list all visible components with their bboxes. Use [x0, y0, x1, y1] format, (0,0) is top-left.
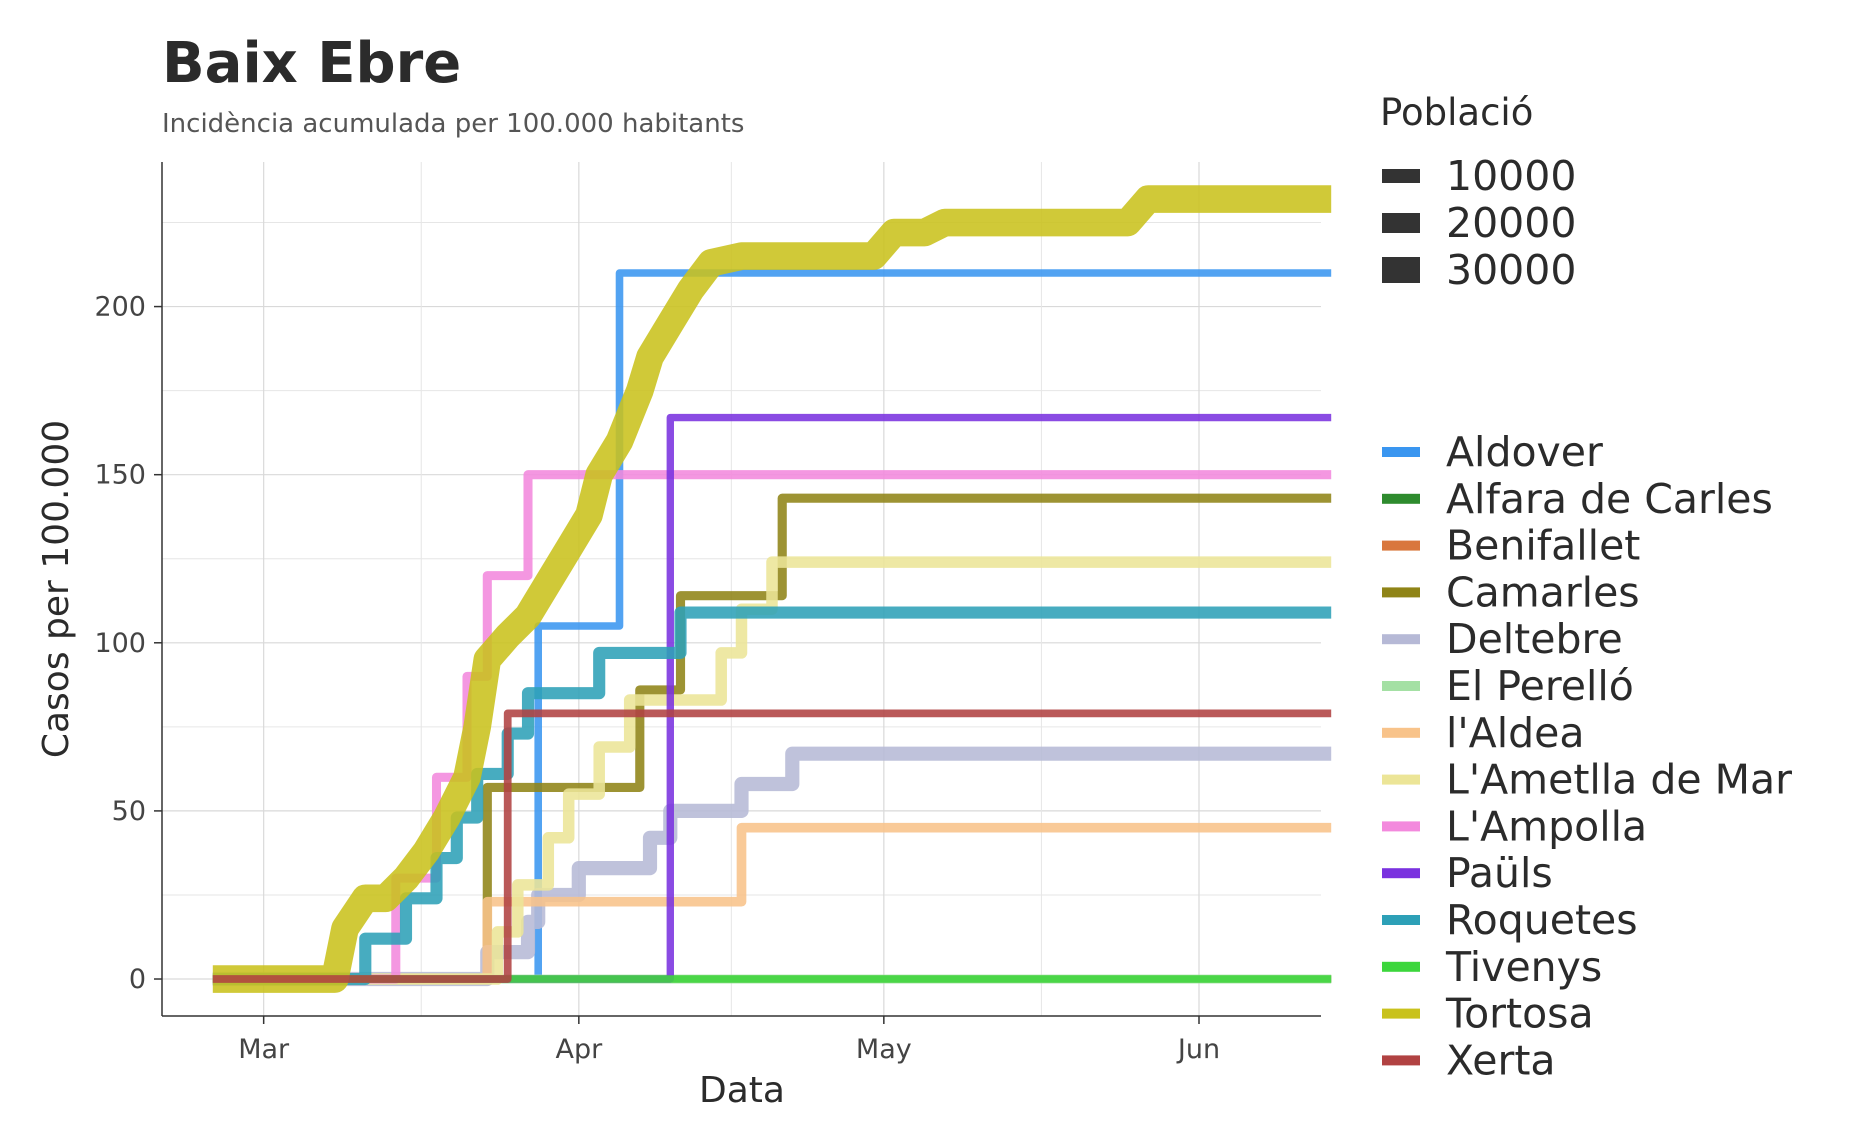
- legend-label: l'Aldea: [1446, 709, 1584, 757]
- series-lines: [212, 185, 1332, 993]
- series-line: [212, 556, 1332, 985]
- size-legend-label: 10000: [1446, 152, 1576, 200]
- size-legend-label: 20000: [1446, 199, 1576, 247]
- legend-swatch: [1382, 447, 1420, 457]
- legend-label: Camarles: [1446, 568, 1640, 616]
- legend-label: Benifallet: [1446, 522, 1640, 570]
- chart-subtitle: Incidència acumulada per 100.000 habitan…: [162, 109, 744, 139]
- series-line: [212, 185, 1332, 993]
- series-line: [212, 606, 1332, 986]
- x-tick-label: Jun: [1176, 1034, 1220, 1065]
- legend-swatch: [1382, 821, 1420, 832]
- size-legend-key: [1382, 257, 1420, 283]
- legend-swatch: [1382, 681, 1420, 691]
- series-line: [212, 269, 1332, 983]
- x-ticks: Mar Apr May Jun: [238, 1016, 1220, 1065]
- legend-label: Paüls: [1446, 849, 1553, 897]
- legend-swatch: [1382, 587, 1420, 598]
- y-tick-label: 0: [129, 964, 146, 995]
- x-axis-title: Data: [699, 1070, 785, 1111]
- y-tick-label: 100: [94, 628, 146, 659]
- y-ticks: 0 50 100 150 200: [94, 292, 162, 995]
- legend-label: Aldover: [1446, 428, 1603, 476]
- x-tick-label: Mar: [238, 1034, 290, 1065]
- y-tick-label: 50: [112, 796, 146, 827]
- y-tick-label: 200: [94, 292, 146, 323]
- size-legend-title: Població: [1380, 91, 1533, 134]
- legend-swatch: [1382, 868, 1420, 879]
- legend-swatch: [1382, 1055, 1420, 1066]
- legend-label: Roquetes: [1446, 896, 1638, 944]
- legend-label: Tivenys: [1445, 943, 1602, 991]
- legend-swatch: [1382, 540, 1420, 551]
- legend-swatch: [1382, 727, 1420, 738]
- series-line: [212, 746, 1332, 987]
- legend-label: L'Ampolla: [1446, 802, 1647, 850]
- legend-label: El Perelló: [1446, 662, 1634, 710]
- legend-swatch: [1382, 961, 1420, 972]
- series-line: [212, 493, 1332, 984]
- legend-swatch: [1382, 774, 1420, 785]
- y-axis-title: Casos per 100.000: [36, 420, 77, 758]
- legend-label: Tortosa: [1445, 990, 1594, 1038]
- chart-title: Baix Ebre: [162, 31, 461, 96]
- x-tick-label: Apr: [555, 1034, 603, 1065]
- legend-swatch: [1382, 1008, 1420, 1019]
- x-tick-label: May: [856, 1034, 912, 1065]
- legend-label: Deltebre: [1446, 615, 1623, 663]
- size-legend-key: [1382, 213, 1420, 233]
- size-legend-label: 30000: [1446, 246, 1576, 294]
- size-legend-key: [1382, 169, 1420, 183]
- y-tick-label: 150: [94, 460, 146, 491]
- legend-label: L'Ametlla de Mar: [1446, 756, 1792, 804]
- series-line: [212, 709, 1332, 983]
- legend-swatch: [1382, 634, 1420, 645]
- legend-swatch: [1382, 493, 1420, 504]
- legend-label: Xerta: [1446, 1036, 1556, 1084]
- legend-swatch: [1382, 915, 1420, 925]
- axes: [161, 162, 1321, 1017]
- legend-label: Alfara de Carles: [1446, 475, 1773, 523]
